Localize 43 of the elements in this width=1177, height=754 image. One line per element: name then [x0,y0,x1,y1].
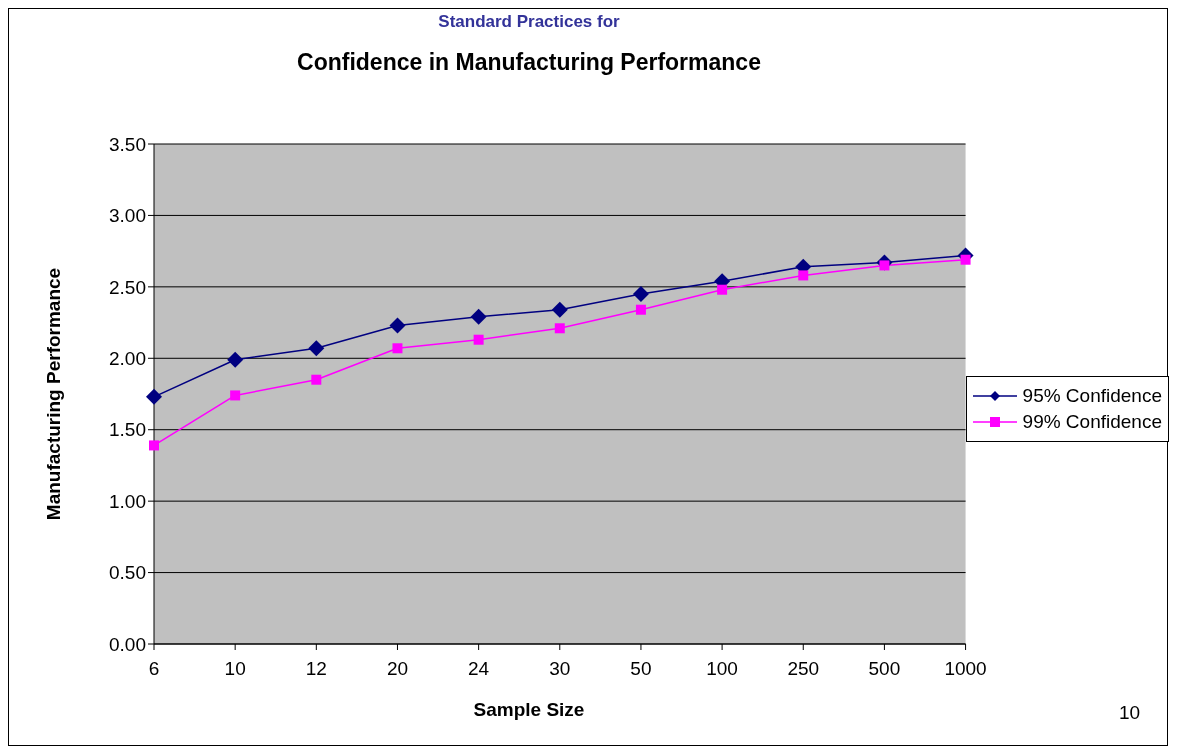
point [392,343,403,354]
y-tick-label: 0.50 [109,562,146,584]
text: 10 [1119,702,1141,724]
point [632,286,649,302]
y-tick-label: 2.50 [109,276,146,298]
point [635,304,646,315]
x-tick-label: 50 [630,658,652,680]
x-tick-label: 20 [386,658,409,680]
point [308,340,325,357]
y-axis-title: Manufacturing Performance [43,267,65,521]
x-tick-label: 30 [549,658,571,680]
point [149,440,159,451]
x-tick-label: 250 [787,658,820,680]
text: Standard Practices for [437,12,621,32]
x-tick-label: 6 [148,658,160,680]
chart-title: Confidence in Manufacturing Performance [296,49,762,76]
point [470,308,487,325]
y-tick-label: 3.00 [109,205,146,227]
point [473,334,484,345]
legend-label: 95% Confidence [1022,385,1162,407]
point [230,390,241,401]
y-tick-label: 3.50 [109,133,146,155]
point [717,284,728,295]
x-tick-label: 500 [868,658,901,680]
x-tick-label: 1000 [944,658,987,680]
x-tick-label: 24 [468,658,490,680]
y-tick-label: 2.00 [109,348,146,370]
point [960,254,971,265]
x-tick-label: 12 [305,658,327,680]
point [146,388,162,405]
x-tick-label: 100 [706,658,738,680]
point [798,270,809,281]
y-tick-label: 0.00 [109,633,146,655]
legend-label: 99% Confidence [1022,411,1162,433]
y-tick-label: 1.00 [109,490,146,512]
x-axis-title: Sample Size [472,699,586,721]
x-tick-label: 10 [224,658,246,680]
point [311,374,322,385]
point [551,301,568,318]
y-tick-label: 1.50 [109,419,146,441]
point [554,323,565,334]
point [227,351,244,368]
point [389,317,406,334]
